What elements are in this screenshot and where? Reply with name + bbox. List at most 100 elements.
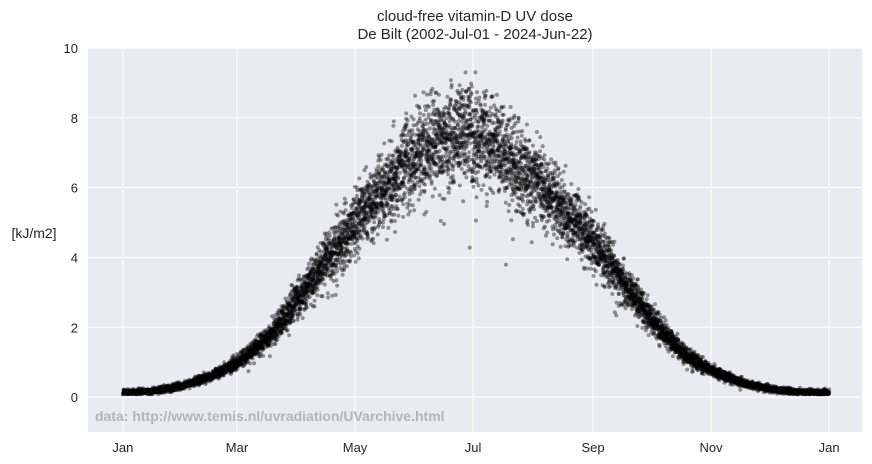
data-point [241,357,246,362]
data-point [199,378,204,383]
data-point [693,363,698,368]
data-point [170,386,175,390]
data-point [354,236,359,241]
data-point [811,390,816,395]
data-point [132,391,137,396]
data-point [464,145,469,150]
data-point [208,374,213,379]
data-point [591,219,596,224]
data-point [165,384,170,388]
data-point [575,211,580,216]
data-point [305,273,310,278]
data-point [411,184,416,189]
data-point [129,389,133,393]
data-point [430,194,435,199]
data-point [464,126,468,131]
data-point [219,365,224,370]
data-point [568,200,573,204]
data-point [251,340,256,345]
data-point [178,383,183,388]
data-point [310,283,315,288]
data-point [542,224,547,229]
data-point [689,357,694,362]
data-point [721,372,726,377]
data-point [188,383,192,388]
data-point [293,296,298,301]
data-point [260,335,265,340]
data-point [318,273,322,278]
data-point [769,385,774,390]
data-point [523,156,527,161]
data-point [585,233,590,238]
data-point [586,227,591,232]
data-point [626,299,631,304]
data-point [640,293,645,298]
data-point [166,386,171,391]
data-point [259,339,263,344]
data-point [384,237,389,242]
data-point [434,163,439,168]
data-point [366,204,371,209]
data-point [138,390,143,395]
data-point [565,215,570,220]
data-point [151,389,156,394]
data-point [743,379,748,384]
data-point [151,385,155,390]
data-point [409,138,413,143]
data-point [341,211,346,216]
data-point [266,326,271,331]
data-point [525,218,530,223]
data-point [365,232,369,237]
data-point [332,271,337,276]
data-point [531,203,536,208]
data-point [212,373,217,378]
data-point [458,133,463,138]
data-point [805,391,810,396]
data-point [705,368,710,373]
data-point [626,277,631,282]
data-point [520,207,525,211]
data-point [696,358,701,363]
data-point [619,281,624,286]
data-point [616,269,621,274]
data-point [145,392,149,396]
data-point [586,239,591,244]
data-point [686,358,691,363]
data-point [365,199,369,204]
data-point [466,125,471,130]
data-point [583,210,588,215]
data-point [465,155,470,160]
data-point [466,138,471,143]
data-point [596,240,601,245]
data-point [705,363,710,368]
data-point [229,360,233,365]
data-point [614,261,619,266]
data-point [526,173,531,178]
data-point [590,223,595,228]
data-point [127,390,132,395]
data-point [493,127,497,132]
data-point [121,391,126,396]
data-point [727,377,732,382]
data-point [316,281,320,286]
data-point [487,143,492,148]
data-point [474,180,479,185]
data-point [575,229,580,234]
data-point [687,359,691,364]
y-axis-label: [kJ/m2] [11,225,56,241]
data-point [750,385,755,390]
data-point [218,372,222,377]
data-point [405,151,410,156]
data-point [443,140,448,145]
data-point [661,320,665,325]
data-point [307,288,312,293]
data-point [404,111,409,116]
data-point [349,229,354,234]
data-point [494,157,499,162]
data-point [379,204,384,209]
data-point [651,318,656,323]
data-point [377,220,382,225]
y-tick-label: 2 [71,320,78,335]
data-point [674,345,678,350]
data-point [542,157,547,162]
